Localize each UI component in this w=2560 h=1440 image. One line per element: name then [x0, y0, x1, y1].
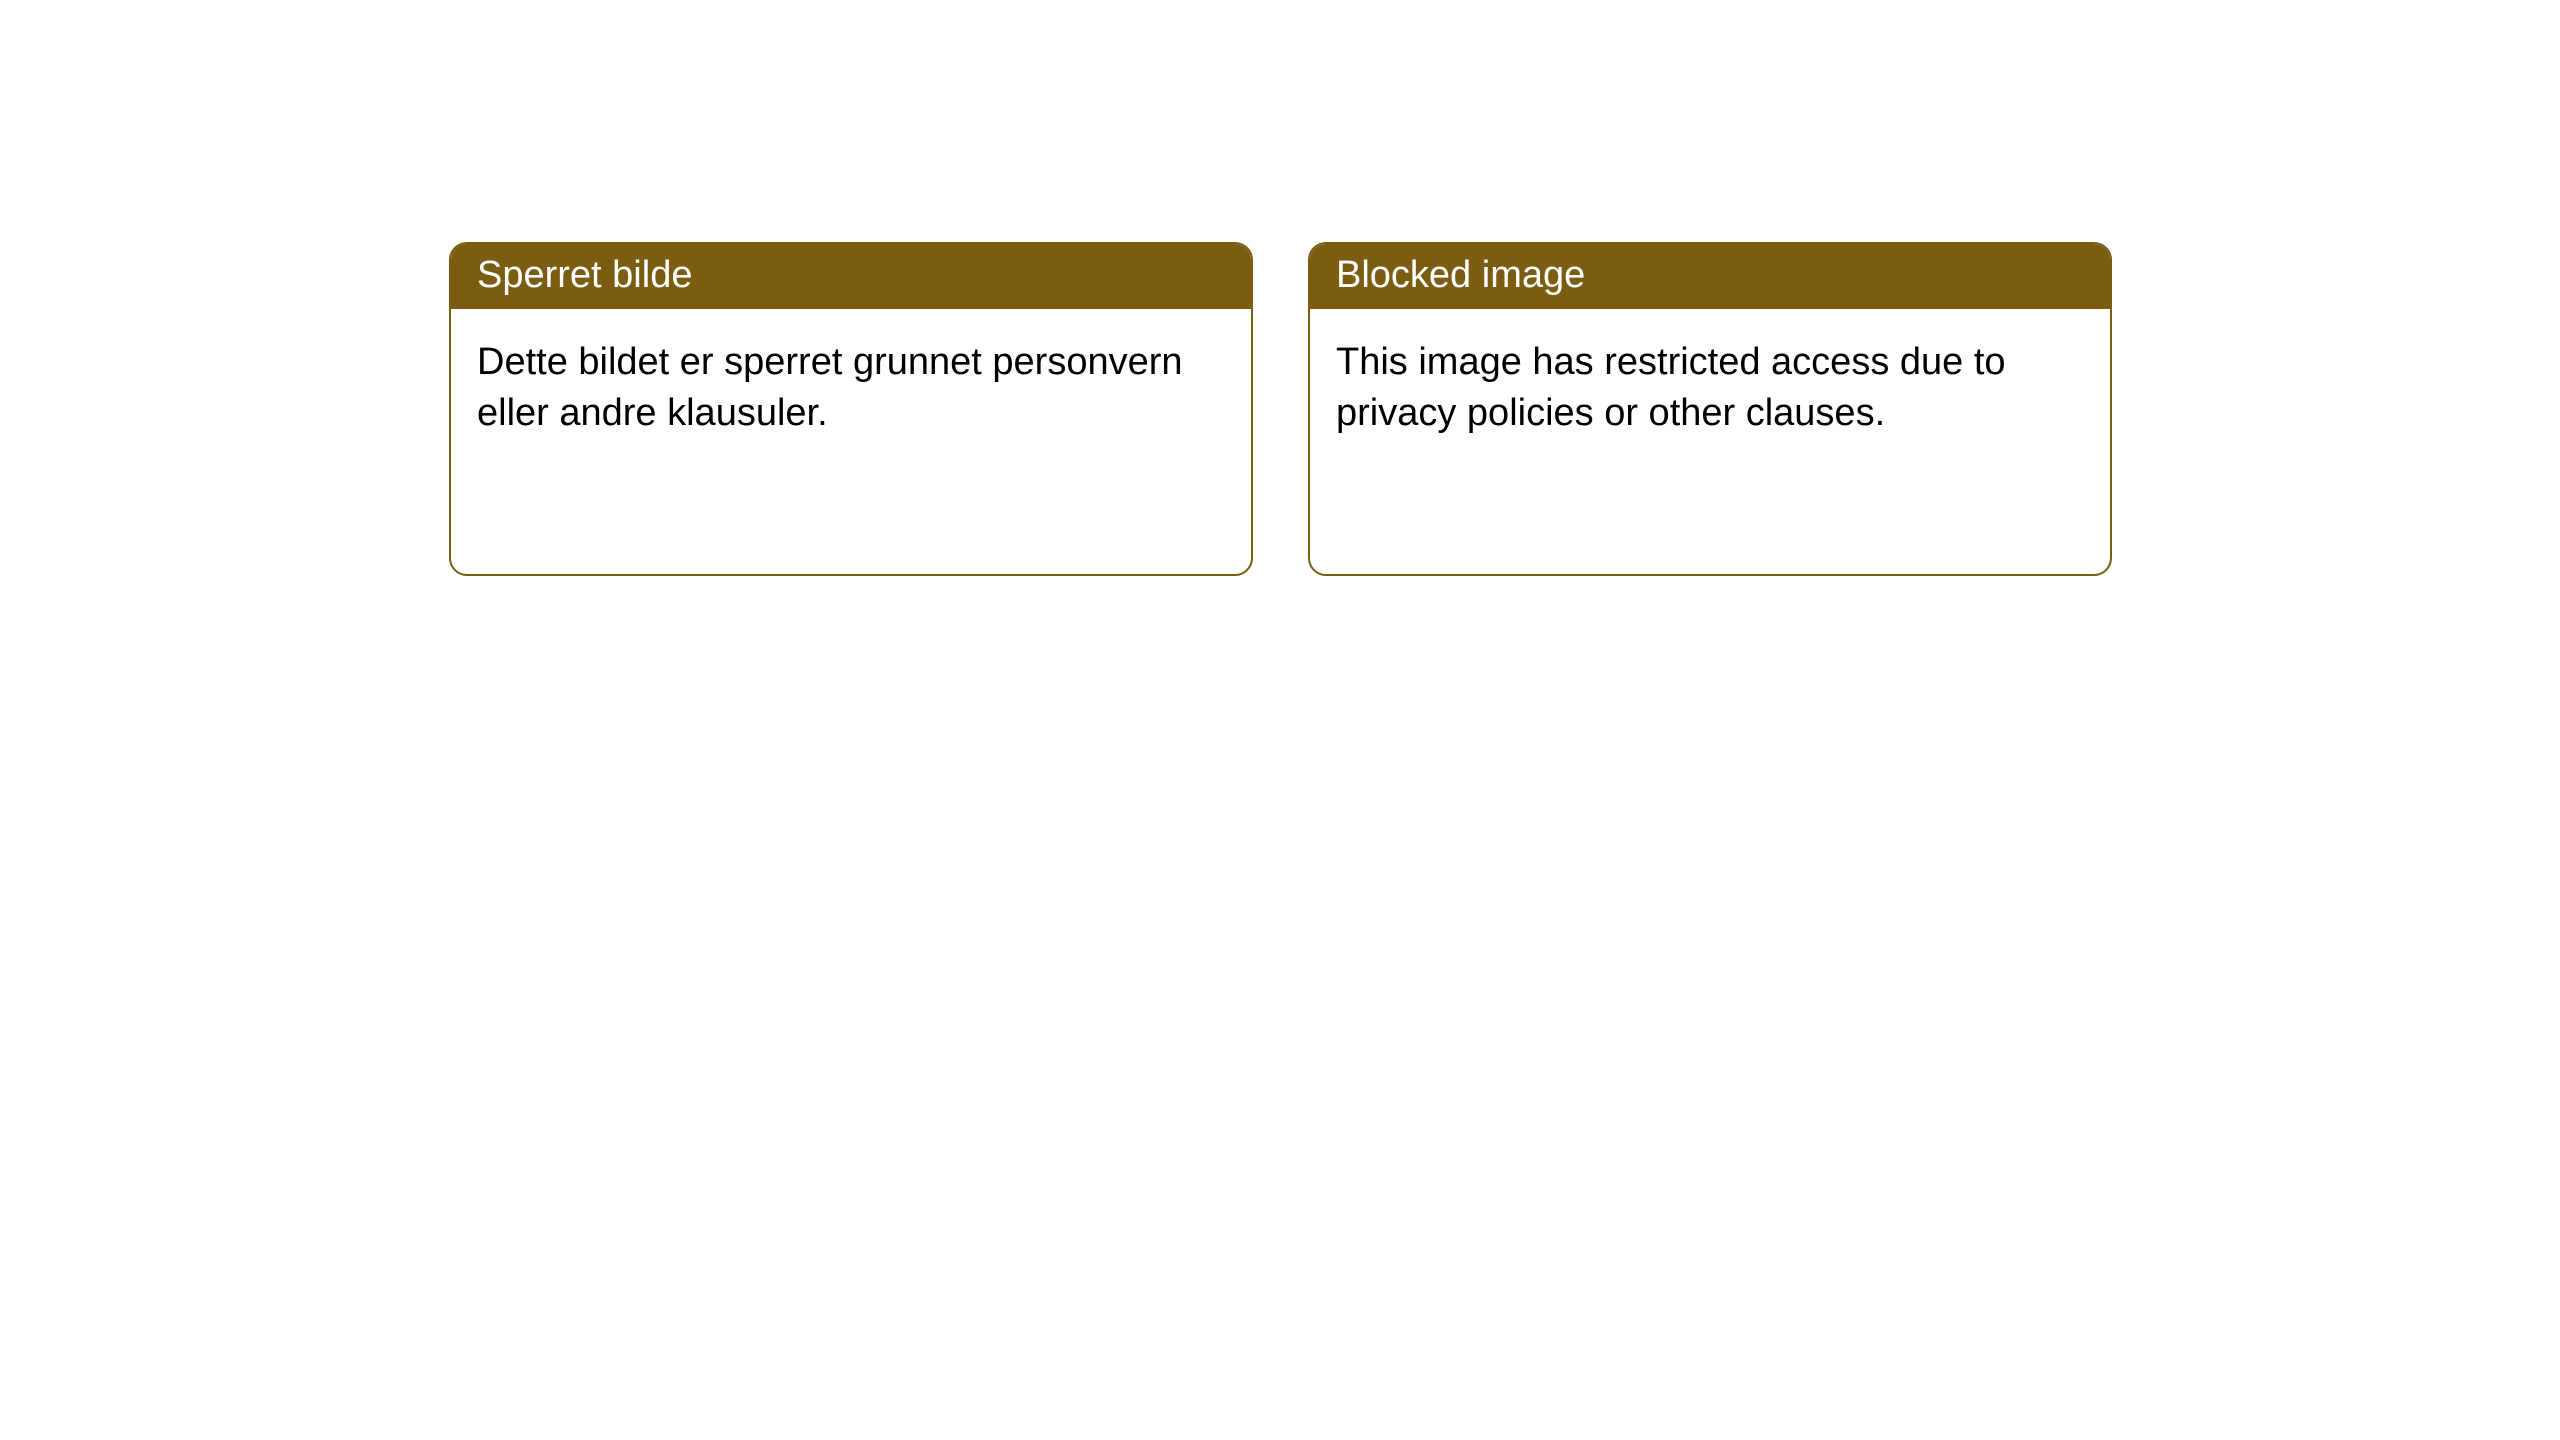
card-body-text: Dette bildet er sperret grunnet personve… [451, 309, 1251, 468]
notice-card-english: Blocked image This image has restricted … [1308, 242, 2112, 576]
notice-card-norwegian: Sperret bilde Dette bildet er sperret gr… [449, 242, 1253, 576]
card-title: Blocked image [1310, 244, 2110, 309]
card-title: Sperret bilde [451, 244, 1251, 309]
card-body-text: This image has restricted access due to … [1310, 309, 2110, 468]
notice-container: Sperret bilde Dette bildet er sperret gr… [0, 0, 2560, 576]
